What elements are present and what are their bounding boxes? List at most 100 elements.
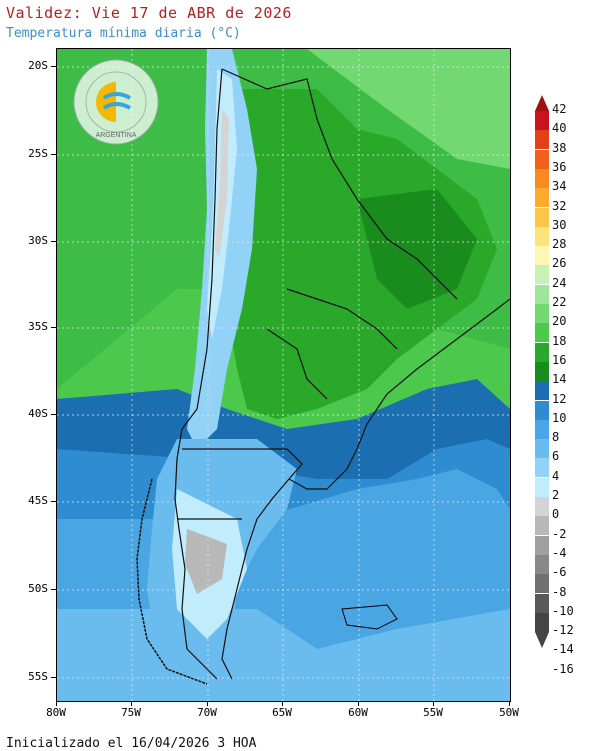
legend-label: -16 <box>552 661 574 676</box>
lat-label: 35S <box>28 320 48 333</box>
legend-swatch <box>535 342 549 362</box>
legend-label: 42 <box>552 102 567 116</box>
lon-label: 70W <box>197 706 217 719</box>
map-title: Validez: Vie 17 de ABR de 2026 <box>6 4 292 22</box>
map-subtitle: Temperatura mínima diaria (°C) <box>6 26 241 41</box>
legend-label: 38 <box>552 140 567 155</box>
lat-tick <box>51 501 57 502</box>
legend-swatch <box>535 246 549 266</box>
legend-swatch <box>535 130 549 150</box>
legend-label: -10 <box>552 603 574 618</box>
lon-tick <box>433 700 434 706</box>
legend-label: 28 <box>552 237 567 252</box>
legend-swatch <box>535 284 549 304</box>
legend-label: -6 <box>552 565 567 580</box>
legend-max-arrow-icon <box>535 95 549 111</box>
political-borders <box>174 68 458 680</box>
temperature-map <box>56 48 511 702</box>
legend-label: 18 <box>552 333 567 348</box>
falkland-islands <box>341 604 398 630</box>
legend-label: 0 <box>552 507 560 522</box>
lat-tick <box>51 414 57 415</box>
legend-label: 8 <box>552 430 560 445</box>
lat-label: 30S <box>28 234 48 247</box>
legend-label: 36 <box>552 159 567 174</box>
legend-swatch <box>535 612 549 632</box>
legend-label: -8 <box>552 584 567 599</box>
map-canvas <box>57 49 510 701</box>
lon-tick <box>56 700 57 706</box>
legend-swatch <box>535 111 549 130</box>
legend-swatch <box>535 188 549 208</box>
lon-label: 55W <box>423 706 443 719</box>
legend-swatch <box>535 439 549 459</box>
lat-tick <box>51 66 57 67</box>
lat-tick <box>51 327 57 328</box>
lon-label: 50W <box>499 706 519 719</box>
patagonian-coast <box>221 478 290 680</box>
legend-swatch <box>535 304 549 323</box>
logo-bottom-text: ARGENTINA <box>96 132 137 139</box>
chilean-fjord-coast <box>136 478 208 685</box>
legend-label: 12 <box>552 391 567 406</box>
legend-swatch <box>535 226 549 246</box>
legend-swatch <box>535 477 549 497</box>
legend-label: 16 <box>552 352 567 367</box>
lon-label: 80W <box>46 706 66 719</box>
legend-label: 30 <box>552 217 567 232</box>
legend-label: 20 <box>552 314 567 329</box>
legend-label: 32 <box>552 198 567 213</box>
patagonia-subzero <box>185 529 227 594</box>
legend-label: 22 <box>552 295 567 309</box>
legend-label: 2 <box>552 488 560 502</box>
land-warm <box>212 89 497 419</box>
legend-swatch <box>535 381 549 401</box>
legend-swatch <box>535 207 549 227</box>
legend-label: -12 <box>552 623 574 638</box>
logo-sun-icon <box>96 82 116 122</box>
init-time: Inicializado el 16/04/2026 3 HOA <box>6 736 257 751</box>
legend-label: 26 <box>552 256 567 271</box>
legend-swatch <box>535 535 549 555</box>
lon-tick <box>207 700 208 706</box>
legend-swatch <box>535 419 549 439</box>
atlantic-coast <box>288 298 510 490</box>
legend-label: 10 <box>552 410 567 425</box>
lon-label: 60W <box>348 706 368 719</box>
legend-swatch <box>535 400 549 420</box>
legend-swatch <box>535 497 549 516</box>
lat-tick <box>51 677 57 678</box>
legend-label: 24 <box>552 275 567 290</box>
legend-min-arrow-icon <box>535 632 549 649</box>
lon-tick <box>509 700 510 706</box>
lon-tick <box>282 700 283 706</box>
lon-tick <box>131 700 132 706</box>
lat-tick <box>51 589 57 590</box>
lat-tick <box>51 241 57 242</box>
legend-swatch <box>535 149 549 169</box>
legend-label: 4 <box>552 468 560 483</box>
legend-swatch <box>535 458 549 478</box>
legend-label: -4 <box>552 545 567 560</box>
lon-label: 65W <box>272 706 292 719</box>
lon-label: 75W <box>121 706 141 719</box>
legend-label: 34 <box>552 179 567 194</box>
legend-swatch <box>535 516 549 536</box>
smn-logo: ARGENTINA <box>73 59 159 145</box>
legend-swatch <box>535 265 549 285</box>
legend-swatch <box>535 323 549 343</box>
lat-label: 25S <box>28 147 48 160</box>
lat-label: 20S <box>28 59 48 72</box>
legend-label: -14 <box>552 642 574 657</box>
legend-swatch <box>535 574 549 594</box>
lat-tick <box>51 154 57 155</box>
lat-label: 40S <box>28 407 48 420</box>
warmest-zone <box>307 49 510 169</box>
legend-swatch <box>535 361 549 381</box>
legend-swatch <box>535 593 549 613</box>
lat-label: 45S <box>28 494 48 507</box>
legend-label: 14 <box>552 372 567 387</box>
legend-label: 6 <box>552 449 560 464</box>
land-warmer <box>357 189 477 309</box>
andes-subzero <box>215 109 229 259</box>
